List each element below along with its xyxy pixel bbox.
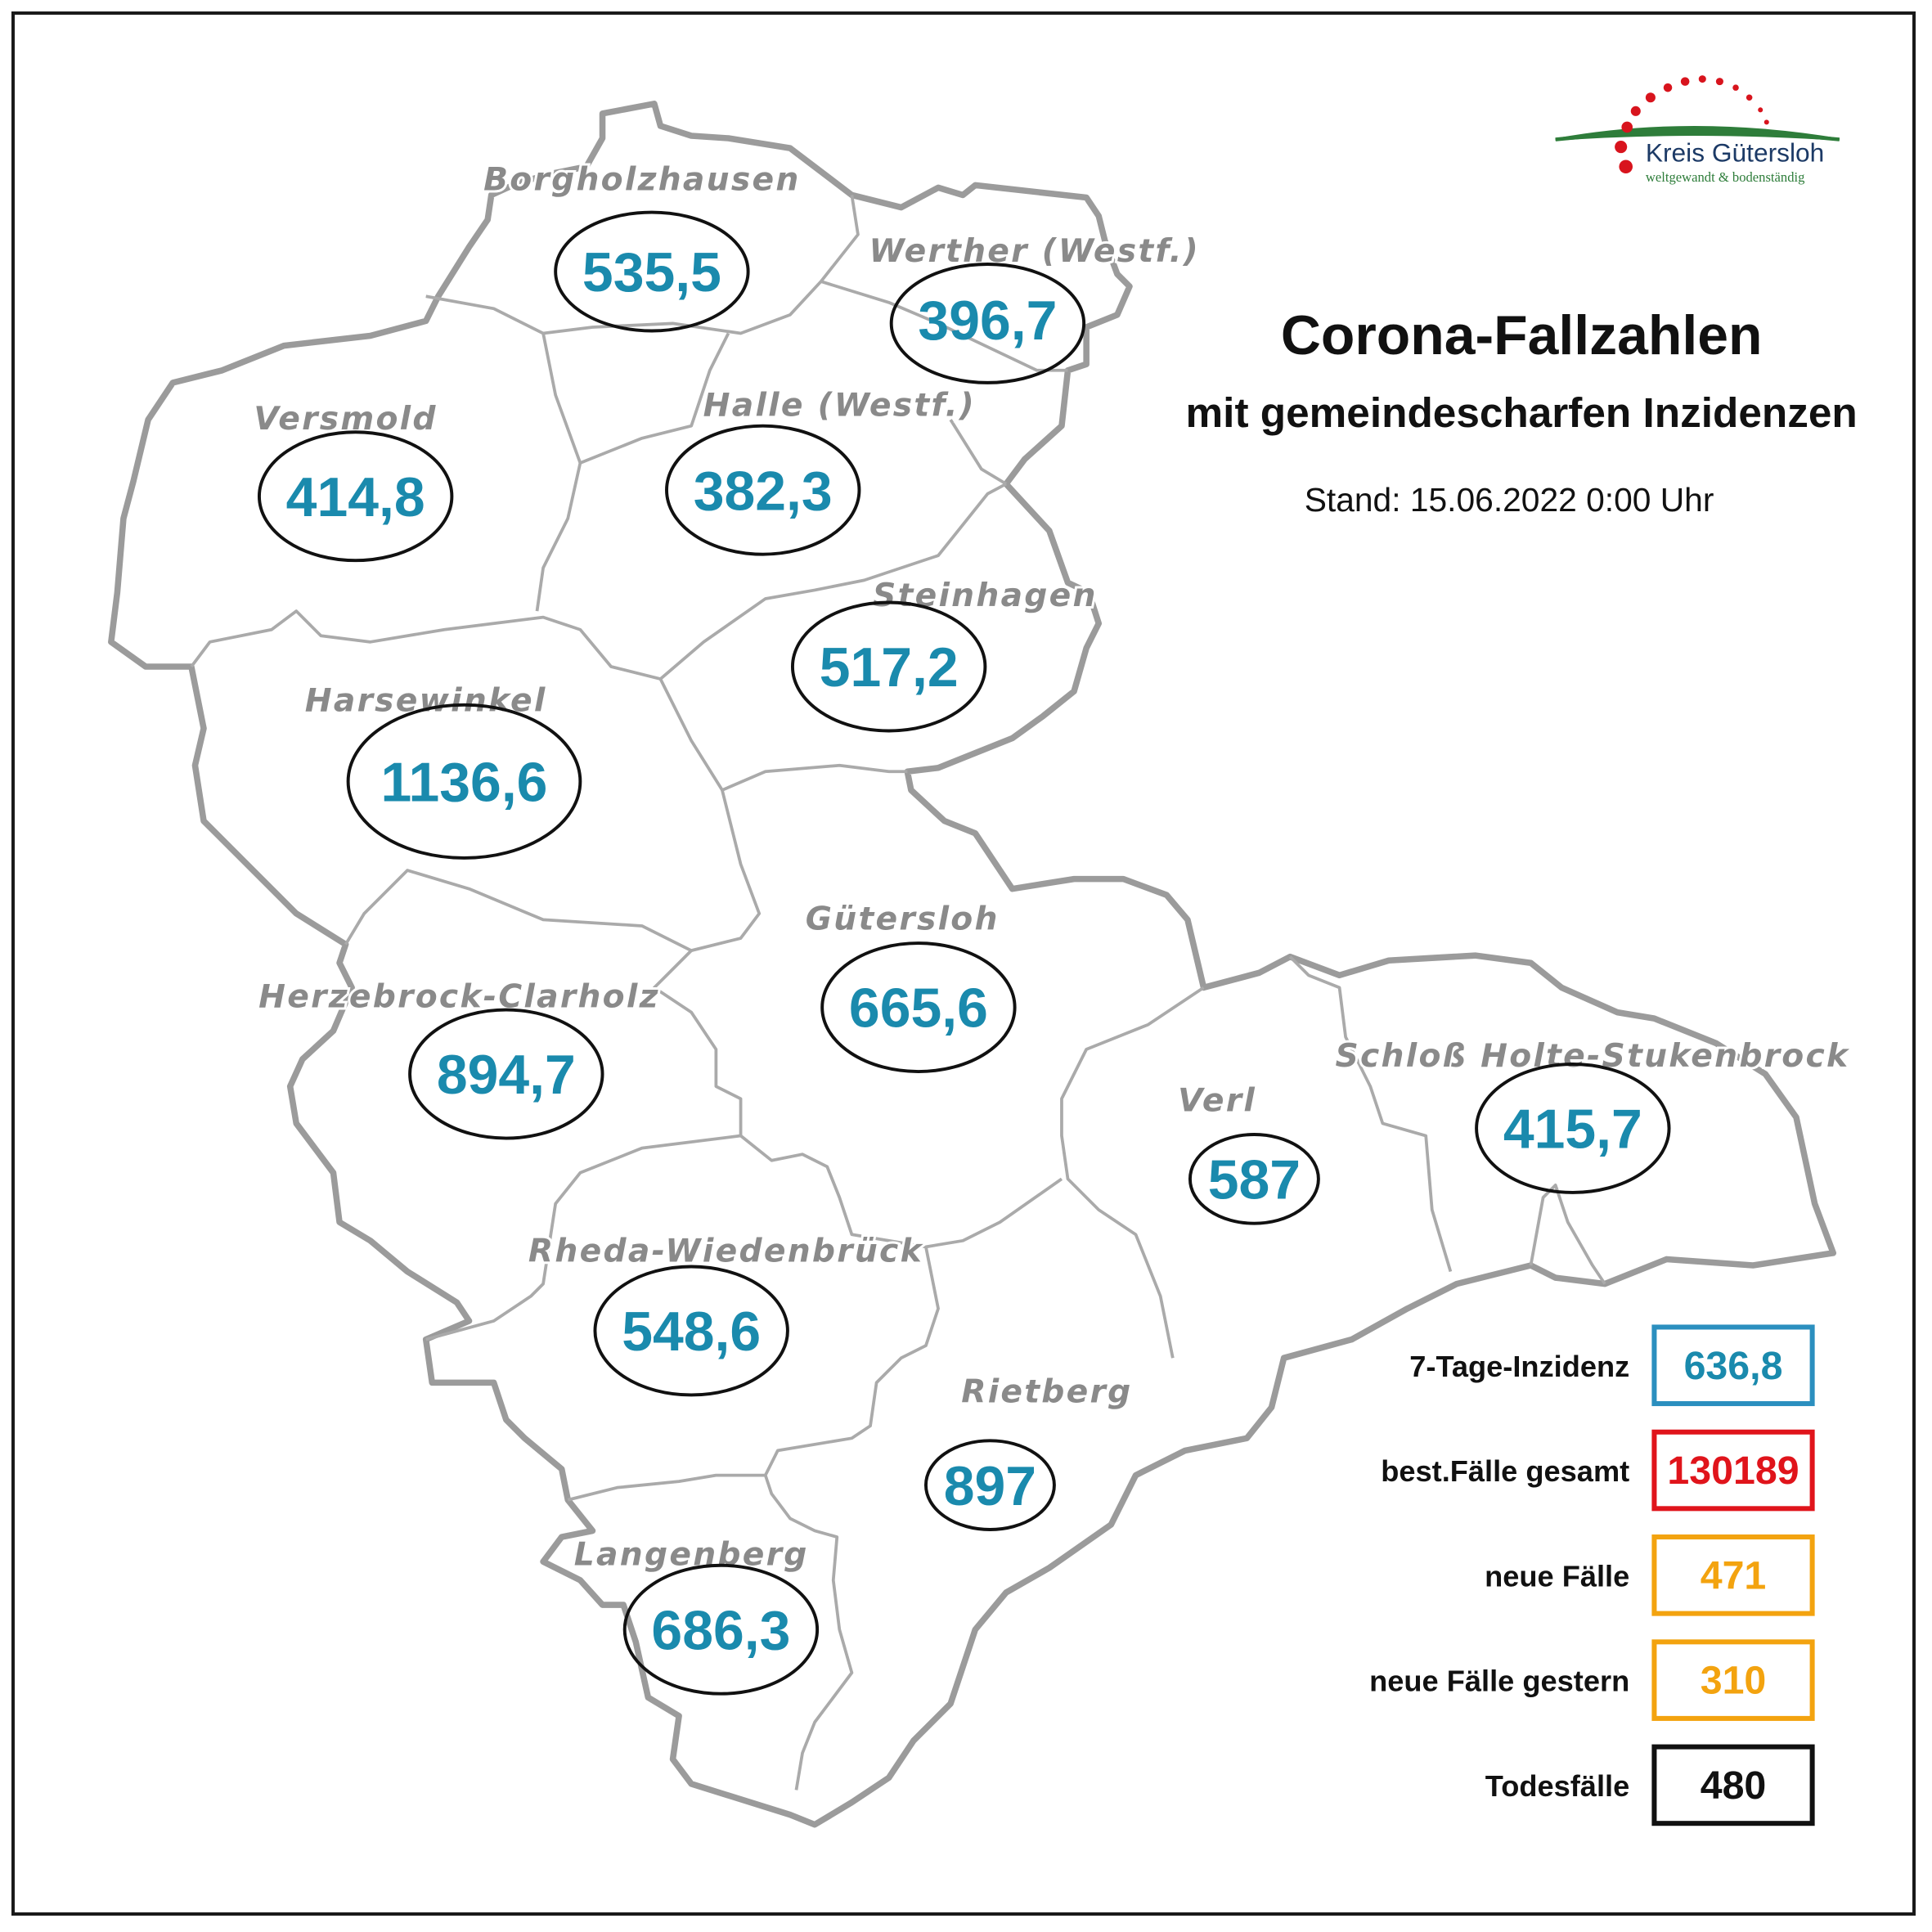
page-subtitle: mit gemeindescharfen Inzidenzen <box>1185 389 1858 438</box>
municipality-name: Schloß Holte-Stukenbrock <box>1336 1038 1851 1075</box>
incidence-oval <box>554 210 750 333</box>
incidence-oval <box>622 1563 820 1696</box>
municipality-markers: Borgholzhausen 535,5 Werther (Westf.) 39… <box>251 159 1851 1696</box>
stat-value-box: 310 <box>1651 1639 1815 1721</box>
municipality-name: Verl <box>1178 1082 1256 1119</box>
stat-value-box: 471 <box>1651 1534 1815 1616</box>
stat-value-box: 480 <box>1651 1744 1815 1826</box>
incidence-oval <box>593 1265 789 1397</box>
incidence-oval <box>665 424 861 556</box>
municipality-name: Herzebrock-Clarholz <box>258 979 660 1016</box>
stat-label: best.Fälle gesamt <box>1381 1455 1630 1489</box>
municipality-name: Rietberg <box>961 1374 1132 1411</box>
incidence-value: 894,7 <box>437 1045 576 1106</box>
stat-label: neue Fälle gestern <box>1369 1665 1630 1699</box>
incidence-value: 414,8 <box>286 467 425 528</box>
incidence-oval <box>346 703 582 860</box>
stat-faelle-gesamt: best.Fälle gesamt 130189 <box>1296 1429 1815 1516</box>
municipality-name: Rheda-Wiedenbrück <box>528 1233 924 1269</box>
stat-7-tage-inzidenz: 7-Tage-Inzidenz 636,8 <box>1296 1324 1815 1411</box>
incidence-value: 396,7 <box>918 290 1057 352</box>
stat-value-box: 636,8 <box>1651 1324 1815 1407</box>
incidence-value: 415,7 <box>1503 1099 1642 1161</box>
incidence-value: 517,2 <box>820 637 959 699</box>
incidence-value: 535,5 <box>582 242 721 303</box>
incidence-value: 587 <box>1208 1150 1301 1211</box>
logo-name: Kreis Gütersloh <box>1645 139 1825 168</box>
incidence-oval <box>1188 1133 1320 1225</box>
incidence-value: 382,3 <box>694 461 833 522</box>
stat-neue-faelle: neue Fälle 471 <box>1296 1534 1815 1621</box>
municipality-name: Werther (Westf.) <box>869 233 1200 270</box>
incidence-value: 665,6 <box>849 978 988 1040</box>
page-title: Corona-Fallzahlen <box>1280 303 1763 367</box>
logo-tagline: weltgewandt & bodenständig <box>1645 170 1805 186</box>
municipality-name: Harsewinkel <box>305 682 547 719</box>
district-border <box>108 101 1837 1828</box>
stat-neue-faelle-gestern: neue Fälle gestern 310 <box>1296 1639 1815 1726</box>
stat-todesfaelle: Todesfälle 480 <box>1296 1744 1815 1831</box>
municipality-name: Halle (Westf.) <box>703 388 976 425</box>
kreis-guetersloh-logo-icon <box>1555 75 1840 174</box>
incidence-value: 1136,6 <box>381 753 548 814</box>
stat-label: 7-Tage-Inzidenz <box>1409 1350 1630 1384</box>
stat-value-box: 130189 <box>1651 1429 1815 1512</box>
municipality-name: Borgholzhausen <box>483 161 800 198</box>
incidence-oval <box>790 600 987 733</box>
incidence-oval <box>923 1439 1056 1531</box>
incidence-value: 686,3 <box>651 1600 790 1661</box>
data-timestamp: Stand: 15.06.2022 0:00 Uhr <box>1304 481 1714 519</box>
municipality-name: Gütersloh <box>806 901 1000 937</box>
incidence-oval <box>408 1008 604 1140</box>
stat-label: neue Fälle <box>1485 1560 1630 1594</box>
incidence-oval <box>257 430 454 563</box>
incidence-value: 897 <box>944 1456 1036 1517</box>
incidence-oval <box>820 941 1017 1074</box>
incidence-oval <box>889 263 1086 384</box>
municipality-name: Steinhagen <box>873 577 1098 614</box>
incidence-oval <box>1475 1063 1671 1194</box>
stat-label: Todesfälle <box>1485 1770 1630 1804</box>
incidence-value: 548,6 <box>622 1301 761 1363</box>
municipality-name: Langenberg <box>574 1537 809 1574</box>
